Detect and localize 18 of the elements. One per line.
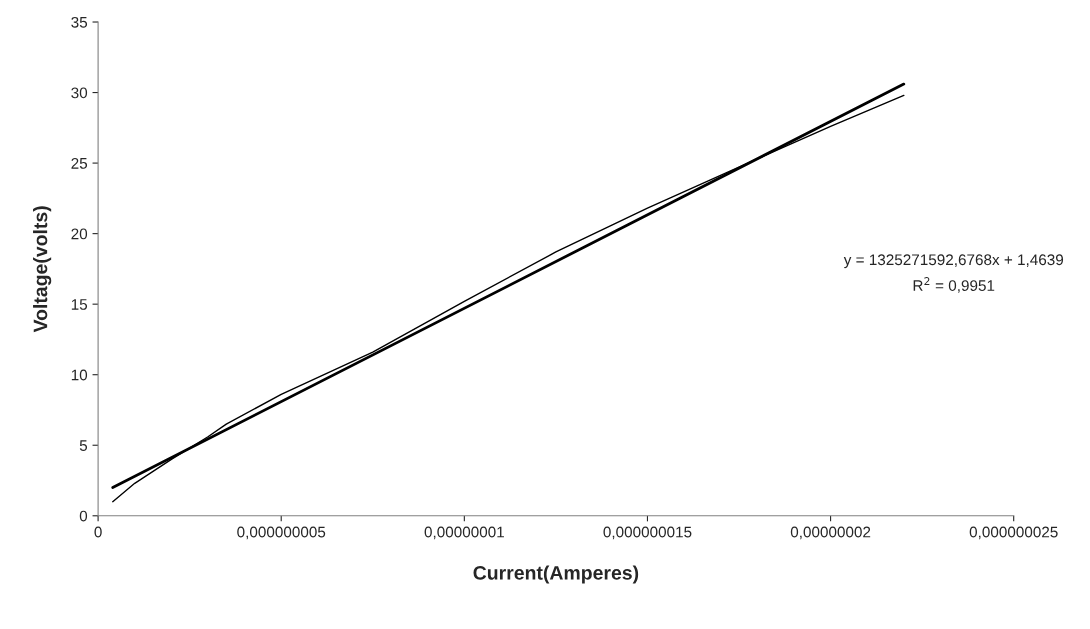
- y-tick-label: 20: [71, 228, 88, 240]
- annotation: y = 1325271592,6768x + 1,4639: [843, 254, 1064, 269]
- x-axis-title: Current(Amperes): [473, 565, 639, 584]
- y-tick-label: 5: [79, 440, 88, 451]
- y-tick-label: 15: [71, 299, 88, 310]
- y-tick-label: 0: [79, 510, 88, 522]
- x-tick-label: 0,000000025: [969, 526, 1058, 540]
- y-axis-title: Voltage(volts): [33, 206, 52, 333]
- y-tick-label: 10: [71, 369, 88, 381]
- x-tick-label: 0: [94, 526, 102, 538]
- x-tick-label: 0,000000005: [237, 526, 326, 540]
- x-tick-label: 0,000000015: [603, 526, 692, 540]
- x-tick-label: 0,00000002: [790, 526, 871, 540]
- y-tick-label: 35: [71, 16, 88, 28]
- x-tick-label: 0,00000001: [424, 526, 504, 540]
- y-tick-label: 30: [71, 87, 88, 99]
- annotation: R$^{2}$ = 0,9951: [913, 277, 995, 293]
- y-tick-label: 25: [71, 157, 88, 169]
